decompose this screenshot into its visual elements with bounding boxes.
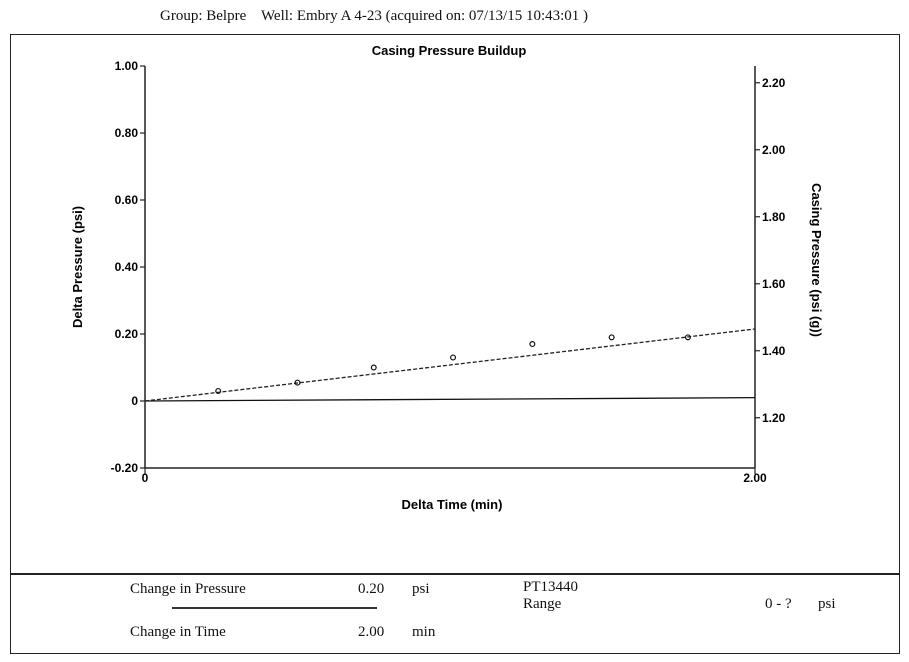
- y2-tick-label: 1.20: [762, 411, 786, 425]
- x-axis-label: Delta Time (min): [402, 497, 503, 512]
- gauge-id: PT13440: [523, 579, 579, 595]
- range-label: Range: [523, 596, 562, 612]
- well-label: Well: Embry A 4-23 (acquired on: 07/13/1…: [260, 8, 589, 24]
- y-tick-label: 0: [131, 394, 138, 408]
- y-tick-label: 0.40: [115, 260, 139, 274]
- change-pressure-label: Change in Pressure: [130, 581, 246, 597]
- footer-divider: [10, 573, 900, 575]
- data-point: [450, 354, 457, 361]
- y-axis-label: Delta Pressure (psi): [70, 206, 85, 328]
- y2-tick-label: 1.40: [762, 344, 786, 358]
- change-time-value: 2.00: [358, 624, 385, 640]
- change-time-label: Change in Time: [130, 624, 226, 640]
- report-frame: [10, 34, 900, 654]
- y-tick-label: 0.60: [115, 193, 139, 207]
- data-point: [529, 341, 536, 348]
- data-point: [684, 334, 691, 341]
- y2-tick-label: 1.60: [762, 277, 786, 291]
- y2-tick-label: 2.00: [762, 143, 786, 157]
- pressure-underline: [172, 607, 377, 609]
- data-point: [370, 364, 377, 371]
- change-time-unit: min: [412, 624, 436, 640]
- y2-tick-label: 2.20: [762, 76, 786, 90]
- x-tick-label: 0: [142, 471, 149, 485]
- y2-axis-label: Casing Pressure (psi (g)): [809, 183, 824, 337]
- chart-title: Casing Pressure Buildup: [372, 43, 527, 58]
- y-tick-label: 0.80: [115, 126, 139, 140]
- data-point: [215, 387, 222, 394]
- y-tick-label: 0.20: [115, 327, 139, 341]
- x-tick-label: 2.00: [743, 471, 767, 485]
- range-unit: psi: [818, 596, 836, 612]
- report-header: Group: Belpre Well: Embry A 4-23 (acquir…: [160, 8, 588, 25]
- data-point: [294, 379, 301, 386]
- group-label: Group: Belpre: [160, 8, 247, 24]
- change-pressure-value: 0.20: [358, 581, 385, 597]
- change-pressure-unit: psi: [412, 581, 430, 597]
- y-tick-label: -0.20: [111, 461, 139, 475]
- data-point: [608, 334, 615, 341]
- y-tick-label: 1.00: [115, 59, 139, 73]
- zero-baseline: [144, 397, 756, 402]
- range-value: 0 - ?: [765, 596, 792, 612]
- y2-tick-label: 1.80: [762, 210, 786, 224]
- trend-line: [144, 328, 756, 402]
